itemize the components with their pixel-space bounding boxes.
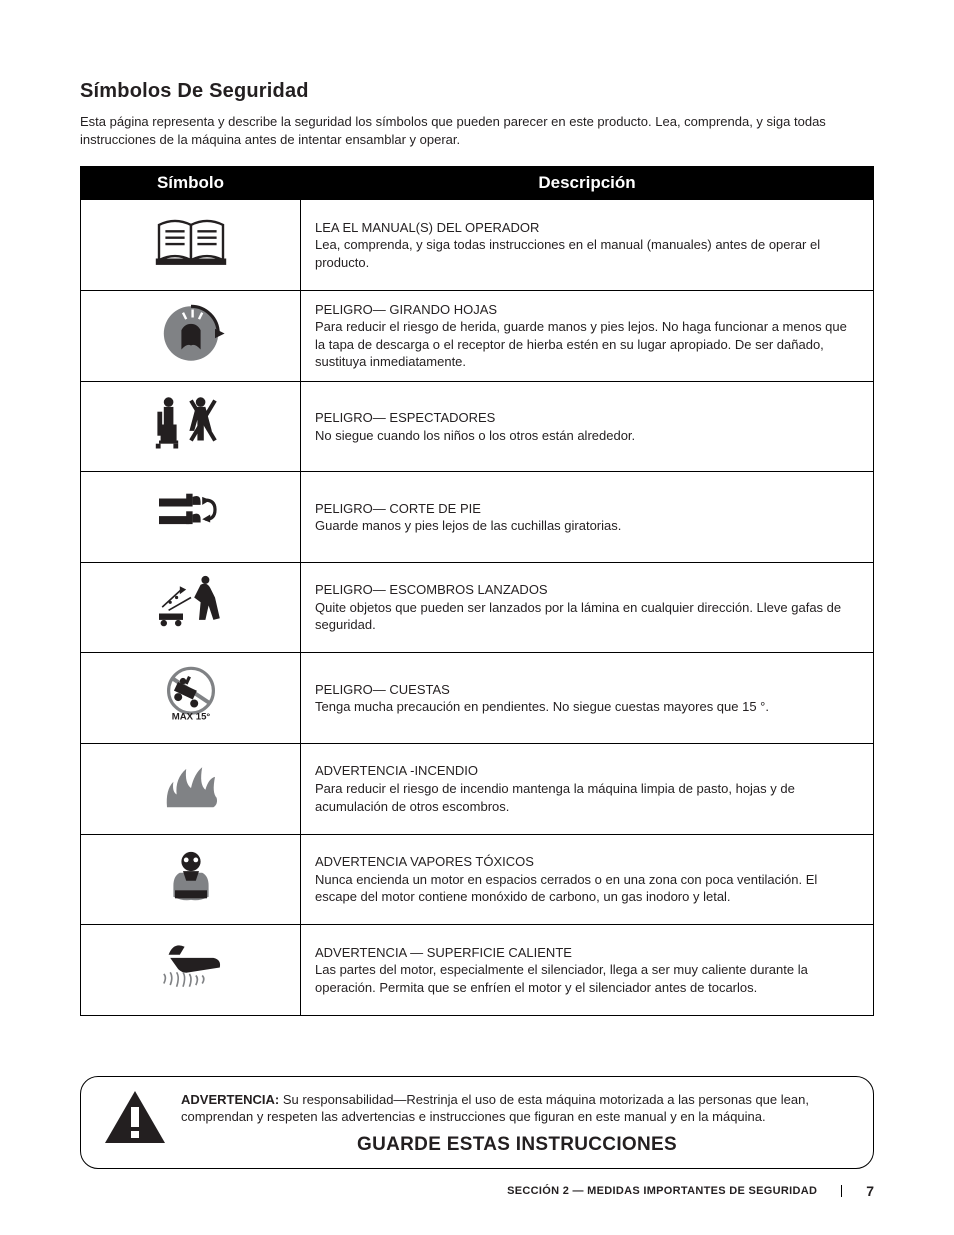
thrown-debris-icon [81,562,301,653]
save-instructions-heading: GUARDE ESTAS INSTRUCCIONES [181,1134,853,1156]
symbol-title: PELIGRO— GIRANDO HOJAS [315,301,859,319]
symbol-description: PELIGRO— CORTE DE PIEGuarde manos y pies… [301,472,874,563]
warning-text: ADVERTENCIA: Su responsabilidad—Restrinj… [181,1091,853,1126]
svg-text:MAX 15°: MAX 15° [171,712,210,723]
symbol-body: Tenga mucha precaución en pendientes. No… [315,699,769,714]
symbol-title: LEA EL MANUAL(S) DEL OPERADOR [315,219,859,237]
symbol-title: PELIGRO— CORTE DE PIE [315,500,859,518]
symbol-body: Las partes del motor, especialmente el s… [315,962,808,995]
symbol-body: Quite objetos que pueden ser lanzados po… [315,600,841,633]
symbol-description: LEA EL MANUAL(S) DEL OPERADORLea, compre… [301,200,874,291]
intro-paragraph: Esta página representa y describe la seg… [80,113,874,148]
symbol-body: No siegue cuando los niños o los otros e… [315,428,635,443]
page-footer: Sección 2 — Medidas importantes de segur… [507,1183,874,1199]
foot-cut-icon [81,472,301,563]
fire-icon [81,744,301,835]
symbol-body: Para reducir el riesgo de herida, guarde… [315,319,847,369]
footer-section-label: Sección 2 — Medidas importantes de segur… [507,1185,842,1197]
symbol-title: ADVERTENCIA VAPORES TÓXICOS [315,853,859,871]
rotating-blades-icon [81,290,301,381]
slope-icon: MAX 15° [81,653,301,744]
bystanders-icon [81,381,301,472]
warning-callout: ADVERTENCIA: Su responsabilidad—Restrinj… [80,1076,874,1169]
read-manual-icon [81,200,301,291]
warning-triangle-icon [103,1089,167,1147]
table-row: PELIGRO— ESCOMBROS LANZADOSQuite objetos… [81,562,874,653]
hot-surface-icon [81,925,301,1016]
symbol-description: PELIGRO— ESPECTADORESNo siegue cuando lo… [301,381,874,472]
safety-symbols-table: Símbolo Descripción LEA EL MANUAL(S) DEL… [80,166,874,1016]
symbol-body: Guarde manos y pies lejos de las cuchill… [315,518,621,533]
symbol-body: Lea, comprenda, y siga todas instruccion… [315,237,820,270]
col-header-description: Descripción [301,167,874,200]
warning-label: ADVERTENCIA: [181,1092,279,1107]
toxic-fumes-icon [81,834,301,925]
section-heading: Símbolos De Seguridad [80,80,874,103]
symbol-title: ADVERTENCIA — SUPERFICIE CALIENTE [315,944,859,962]
page-number: 7 [842,1183,874,1199]
col-header-symbol: Símbolo [81,167,301,200]
symbol-description: ADVERTENCIA — SUPERFICIE CALIENTELas par… [301,925,874,1016]
symbol-title: PELIGRO— ESCOMBROS LANZADOS [315,581,859,599]
table-row: LEA EL MANUAL(S) DEL OPERADORLea, compre… [81,200,874,291]
symbol-description: PELIGRO— ESCOMBROS LANZADOSQuite objetos… [301,562,874,653]
table-row: ADVERTENCIA — SUPERFICIE CALIENTELas par… [81,925,874,1016]
symbol-description: ADVERTENCIA VAPORES TÓXICOSNunca enciend… [301,834,874,925]
table-row: MAX 15° PELIGRO— CUESTASTenga mucha preca… [81,653,874,744]
symbol-body: Para reducir el riesgo de incendio mante… [315,781,795,814]
symbol-description: PELIGRO— CUESTASTenga mucha precaución e… [301,653,874,744]
symbol-title: PELIGRO— CUESTAS [315,681,859,699]
table-row: PELIGRO— CORTE DE PIEGuarde manos y pies… [81,472,874,563]
symbol-description: ADVERTENCIA -INCENDIOPara reducir el rie… [301,744,874,835]
symbol-title: PELIGRO— ESPECTADORES [315,409,859,427]
table-row: PELIGRO— ESPECTADORESNo siegue cuando lo… [81,381,874,472]
symbol-description: PELIGRO— GIRANDO HOJASPara reducir el ri… [301,290,874,381]
symbol-body: Nunca encienda un motor en espacios cerr… [315,872,817,905]
table-row: ADVERTENCIA -INCENDIOPara reducir el rie… [81,744,874,835]
table-row: PELIGRO— GIRANDO HOJASPara reducir el ri… [81,290,874,381]
table-row: ADVERTENCIA VAPORES TÓXICOSNunca enciend… [81,834,874,925]
symbol-title: ADVERTENCIA -INCENDIO [315,762,859,780]
